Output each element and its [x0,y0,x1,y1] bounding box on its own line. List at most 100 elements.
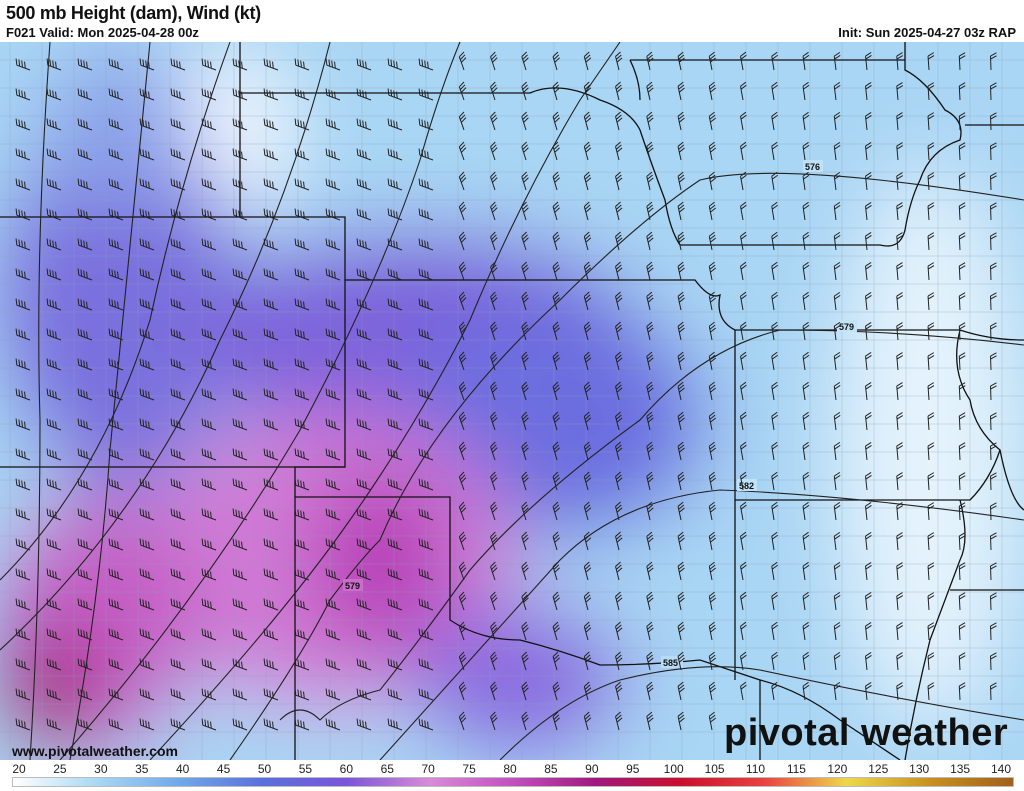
wind-barb [865,682,872,701]
wind-barb [646,501,654,521]
wind-barb [387,418,403,431]
wind-barb [552,711,560,731]
wind-barb [139,208,155,221]
wind-barb [990,352,997,371]
colorbar-tick: 75 [462,762,476,776]
wind-barb [294,298,310,311]
wind-barb [771,231,778,251]
contour-label: 585 [663,658,678,668]
wind-barb [46,358,62,371]
wind-barb [833,411,841,431]
wind-barb [708,681,717,701]
wind-barb [552,621,560,641]
wind-barb [583,141,592,161]
wind-barb [615,51,623,71]
wind-barb [646,561,654,581]
wind-barb [646,441,654,461]
wind-barb [490,471,498,491]
wind-barb [387,478,403,491]
wind-barb [387,688,403,701]
wind-barb [232,148,248,161]
wind-barb [958,112,966,131]
wind-barb [771,141,778,161]
wind-barb [458,321,467,341]
wind-barb [927,232,935,251]
wind-barb [170,688,186,701]
wind-barb [521,411,529,431]
wind-barb [325,418,341,431]
wind-barb [356,118,372,131]
wind-barb [833,231,841,251]
wind-barb [740,591,747,611]
wind-barb [325,268,341,281]
wind-barb [325,388,341,401]
wind-barb [356,88,372,101]
wind-barb [263,718,279,731]
wind-barb [802,441,810,461]
wind-barb [802,681,810,701]
wind-barb [15,538,31,551]
wind-barb [552,501,560,521]
wind-barb [771,51,778,71]
contour-label: 579 [345,581,360,591]
wind-barb [646,261,654,281]
wind-barb [108,418,124,431]
wind-barb [552,111,560,131]
wind-barb [521,351,529,371]
wind-barb [490,141,498,161]
wind-barb [325,718,341,731]
wind-barb [418,238,434,251]
wind-barb [490,411,498,431]
wind-barb [583,351,592,371]
wind-barb [771,411,778,431]
wind-barb [802,51,810,71]
wind-barb [802,351,810,371]
wind-barb [833,471,841,491]
wind-barb [77,388,93,401]
wind-barb [458,111,467,131]
wind-barb [583,441,592,461]
wind-barb [677,321,685,341]
wind-barb [490,711,498,731]
wind-barb [458,381,467,401]
wind-barb [418,298,434,311]
wind-barb [802,321,810,341]
wind-barb [490,381,498,401]
wind-barb [170,178,186,191]
wind-barb [865,262,872,281]
wind-barb [927,442,935,461]
wind-barb [833,621,841,641]
wind-barb [990,52,997,71]
wind-barb [201,568,217,581]
wind-barb [615,111,623,131]
wind-barb [677,711,685,731]
wind-barb [552,441,560,461]
wind-barb [263,208,279,221]
wind-barb [615,441,623,461]
wind-barb [740,411,747,431]
contour-label: 582 [739,481,754,491]
wind-barb [77,208,93,221]
colorbar-tick: 40 [175,762,190,776]
wind-barb [418,688,434,701]
wind-barb [458,651,467,671]
wind-barb [802,411,810,431]
wind-barb [802,201,810,221]
wind-barb [387,598,403,611]
wind-barb [356,148,372,161]
wind-barb [263,568,279,581]
wind-barb [521,621,529,641]
wind-barb [896,622,904,641]
wind-barb [170,448,186,461]
contour-labels: 576 579 582 579 585 [343,160,857,668]
wind-barb [356,658,372,671]
wind-barb [201,418,217,431]
wind-barb [356,268,372,281]
wind-barb [77,478,93,491]
wind-barb [927,322,935,341]
map-title: 500 mb Height (dam), Wind (kt) [6,3,261,23]
wind-barb [232,628,248,641]
wind-barb [583,411,592,431]
wind-barb [583,111,592,131]
website-url[interactable]: www.pivotalweather.com [12,743,178,759]
